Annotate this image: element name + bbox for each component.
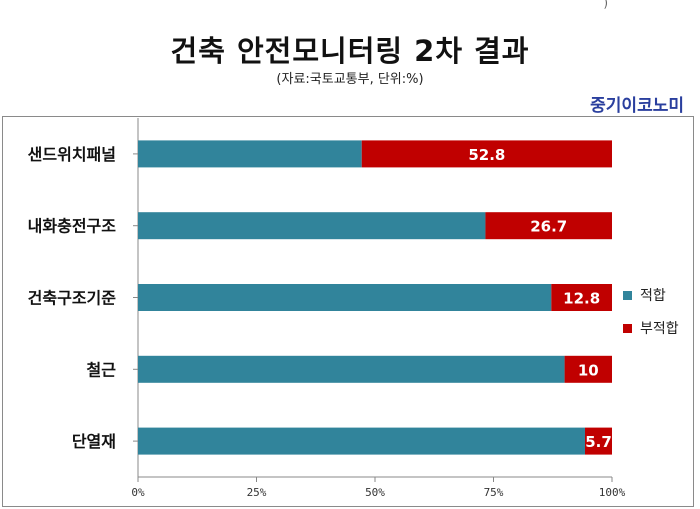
x-tick-label: 25% (247, 486, 267, 499)
bar-fail (564, 355, 612, 383)
legend-label-pass: 적합 (640, 288, 666, 304)
chart-source: (자료:국토교통부, 단위:%) (276, 72, 424, 87)
bar-pass (138, 212, 486, 240)
x-tick-label: 100% (599, 486, 626, 499)
bar-fail (551, 284, 612, 311)
legend-swatch-pass (623, 291, 632, 300)
category-label: 내화충전구조 (28, 217, 117, 236)
x-tick-label: 0% (131, 486, 145, 499)
category-label: 철근 (87, 360, 117, 379)
x-tick-label: 50% (365, 486, 385, 499)
category-label: 단열재 (72, 432, 116, 451)
legend-swatch-fail (623, 324, 632, 333)
top-mark: ) (603, 0, 608, 10)
bar-pass (138, 355, 565, 383)
bar-fail (584, 427, 612, 455)
data-label: 12.8 (563, 290, 600, 308)
bar-pass (138, 427, 585, 455)
data-label: 10 (578, 361, 599, 379)
category-label: 건축구조기준 (28, 289, 117, 308)
bar-fail (485, 212, 612, 240)
chart-title: 건축 안전모니터링 2차 결과 (170, 34, 530, 68)
brand-logo: 중기이코노미 (590, 96, 684, 116)
bar-pass (138, 140, 362, 168)
data-label: 52.8 (468, 146, 505, 164)
data-label: 5.7 (585, 433, 612, 451)
bar-fail (361, 140, 612, 168)
bar-pass (138, 284, 552, 311)
x-tick-label: 75% (484, 486, 504, 499)
legend-label-fail: 부적합 (640, 321, 679, 337)
category-label: 샌드위치패널 (28, 145, 116, 164)
data-label: 26.7 (530, 218, 567, 236)
